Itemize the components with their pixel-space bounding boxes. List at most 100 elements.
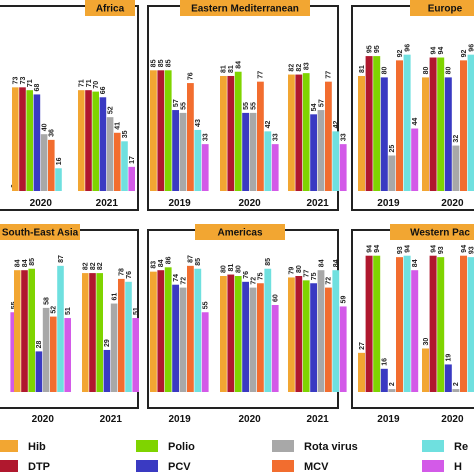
bar-value-label: 80 <box>423 67 430 75</box>
bar-h-2019 <box>201 312 209 392</box>
bar-mcv-2021 <box>325 81 332 191</box>
bar-value-label: 43 <box>195 119 202 127</box>
bar-re-2020 <box>467 54 474 192</box>
bar-polio-2020 <box>234 276 242 392</box>
bar-value-label: 85 <box>166 59 173 67</box>
bar-value-label: 33 <box>341 133 348 141</box>
bar-value-label: 74 <box>173 274 180 282</box>
bar-value-label: 79 <box>289 267 296 275</box>
legend: Hib Polio Rota virus Re DTP PCV MCV H <box>0 440 468 473</box>
bar-re-2020 <box>55 168 62 191</box>
legend-swatch <box>136 460 158 472</box>
year-label: 2020 <box>32 414 55 425</box>
bar-value-label: 81 <box>228 65 235 73</box>
bar-value-label: 84 <box>158 259 165 267</box>
bar-pcv-2020 <box>35 351 43 392</box>
bar-value-label: 44 <box>412 118 419 126</box>
bar-value-label: 95 <box>374 45 381 53</box>
panel-title-box <box>390 224 474 240</box>
bar-value-label: 82 <box>83 262 90 270</box>
legend-item-mcv: MCV <box>272 460 329 473</box>
bar-rota-virus-2019 <box>388 389 396 392</box>
bar-dtp-2019 <box>365 56 373 191</box>
panel-south-east-asia: 5584848528585287512020828282296178765120… <box>0 224 140 425</box>
bar-re-2021 <box>332 270 340 392</box>
year-label: 2021 <box>306 414 329 425</box>
bar-re-2020 <box>264 268 272 392</box>
bar-pcv-2021 <box>99 97 107 191</box>
bar-value-label: 80 <box>236 265 243 273</box>
bar-value-label: 76 <box>188 72 195 80</box>
year-label: 2019 <box>168 198 191 209</box>
bar-re-2019 <box>194 129 202 191</box>
bar-hib-2020 <box>220 75 227 191</box>
bar-hib-2019 <box>358 352 365 392</box>
legend-item-rota-virus: Rota virus <box>272 440 358 453</box>
bar-value-label: 61 <box>111 293 118 301</box>
panel-title-box <box>0 224 80 240</box>
bar-re-2019 <box>194 268 202 392</box>
bar-value-label: 60 <box>273 294 280 302</box>
bar-value-label: 57 <box>318 99 325 107</box>
bar-value-label: 82 <box>90 262 97 270</box>
bar-polio-2019 <box>373 56 381 191</box>
bar-value-label: 94 <box>438 47 445 55</box>
bar-h-2020 <box>271 305 279 392</box>
legend-swatch <box>272 440 294 452</box>
bar-hib-2020 <box>422 348 429 392</box>
bar-h-2021 <box>132 318 139 392</box>
bar-dtp-2019 <box>365 255 373 392</box>
bar-mcv-2019 <box>187 265 194 392</box>
bar-value-label: 87 <box>58 255 65 263</box>
bar-value-label: 80 <box>446 67 453 75</box>
bar-value-label: 55 <box>243 102 250 110</box>
bar-value-label: 57 <box>173 99 180 107</box>
bar-mcv-2020 <box>257 283 264 392</box>
bar-value-label: 80 <box>382 67 389 75</box>
bar-polio-2021 <box>302 73 310 191</box>
bar-value-label: 51 <box>65 307 72 315</box>
bar-rota-virus-2019 <box>179 112 187 191</box>
bar-re-2021 <box>125 281 132 392</box>
legend-swatch <box>422 440 444 452</box>
bar-polio-2020 <box>26 90 33 191</box>
bar-value-label: 2 <box>389 382 396 386</box>
bar-hib-2021 <box>82 273 89 392</box>
bar-value-label: 84 <box>22 259 29 267</box>
bar-hib-2019 <box>150 271 157 392</box>
legend-label: Hib <box>28 441 46 453</box>
bar-dtp-2019 <box>157 270 165 392</box>
bar-h-2019 <box>411 270 419 392</box>
bar-dtp-2020 <box>21 270 28 392</box>
bar-value-label: 96 <box>468 44 474 52</box>
legend-item-dtp: DTP <box>0 460 50 473</box>
bar-mcv-2020 <box>257 81 264 191</box>
bar-pcv-2020 <box>444 77 452 191</box>
bar-value-label: 68 <box>34 84 41 92</box>
bar-hib-2019 <box>358 75 365 191</box>
year-label: 2021 <box>100 414 123 425</box>
bar-pcv-2019 <box>172 110 179 191</box>
legend-label: H <box>454 461 462 473</box>
bar-re-2021 <box>121 141 128 191</box>
bar-value-label: 94 <box>404 245 411 253</box>
chart-panels: 073737168403616202071717066524135172021A… <box>0 0 474 425</box>
bar-value-label: 96 <box>404 44 411 52</box>
bar-value-label: 73 <box>20 76 27 84</box>
panel-title: South-East Asia <box>2 228 79 239</box>
bar-value-label: 85 <box>29 258 36 266</box>
panel-western-pac: 27949416293948420193094931929493842020We… <box>351 224 474 425</box>
legend-swatch <box>0 460 18 472</box>
bar-value-label: 86 <box>166 256 173 264</box>
bar-value-label: 93 <box>397 246 404 254</box>
bar-value-label: 52 <box>51 306 58 314</box>
bar-value-label: 82 <box>289 64 296 72</box>
bar-value-label: 19 <box>446 354 453 362</box>
legend-label: PCV <box>168 461 191 473</box>
panel-title-box <box>85 0 135 16</box>
bar-value-label: 27 <box>359 342 366 350</box>
bar-h-2020 <box>64 318 71 392</box>
bar-h-2021 <box>339 306 347 392</box>
